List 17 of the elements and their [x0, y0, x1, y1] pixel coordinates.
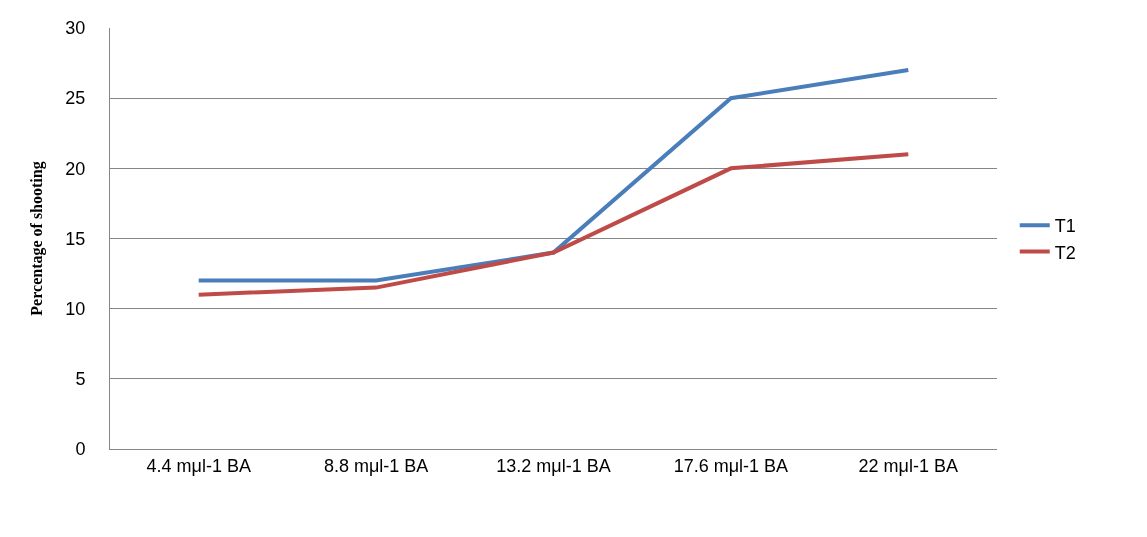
y-tick-label: 30	[65, 18, 86, 39]
x-tick-label: 4.4 mμl-1 BA	[146, 455, 251, 476]
y-tick-label: 5	[75, 369, 86, 390]
y-tick-label: 15	[65, 228, 86, 249]
y-tick-label: 25	[65, 88, 86, 109]
y-tick-label: 0	[75, 439, 86, 460]
line-series	[196, 68, 911, 283]
x-tick-label: 22 mμl-1 BA	[858, 455, 958, 476]
legend-label: T1	[1054, 216, 1076, 237]
y-tick-label: 20	[65, 158, 86, 179]
x-tick-label: 13.2 mμl-1 BA	[496, 455, 611, 476]
y-axis-title: Percentage of shooting	[28, 161, 47, 316]
legend-label: T2	[1054, 242, 1076, 263]
line-series	[196, 152, 911, 297]
x-tick-label: 17.6 mμl-1 BA	[673, 455, 789, 476]
y-tick-label: 10	[65, 298, 86, 319]
x-tick-label: 8.8 mμl-1 BA	[323, 455, 429, 476]
